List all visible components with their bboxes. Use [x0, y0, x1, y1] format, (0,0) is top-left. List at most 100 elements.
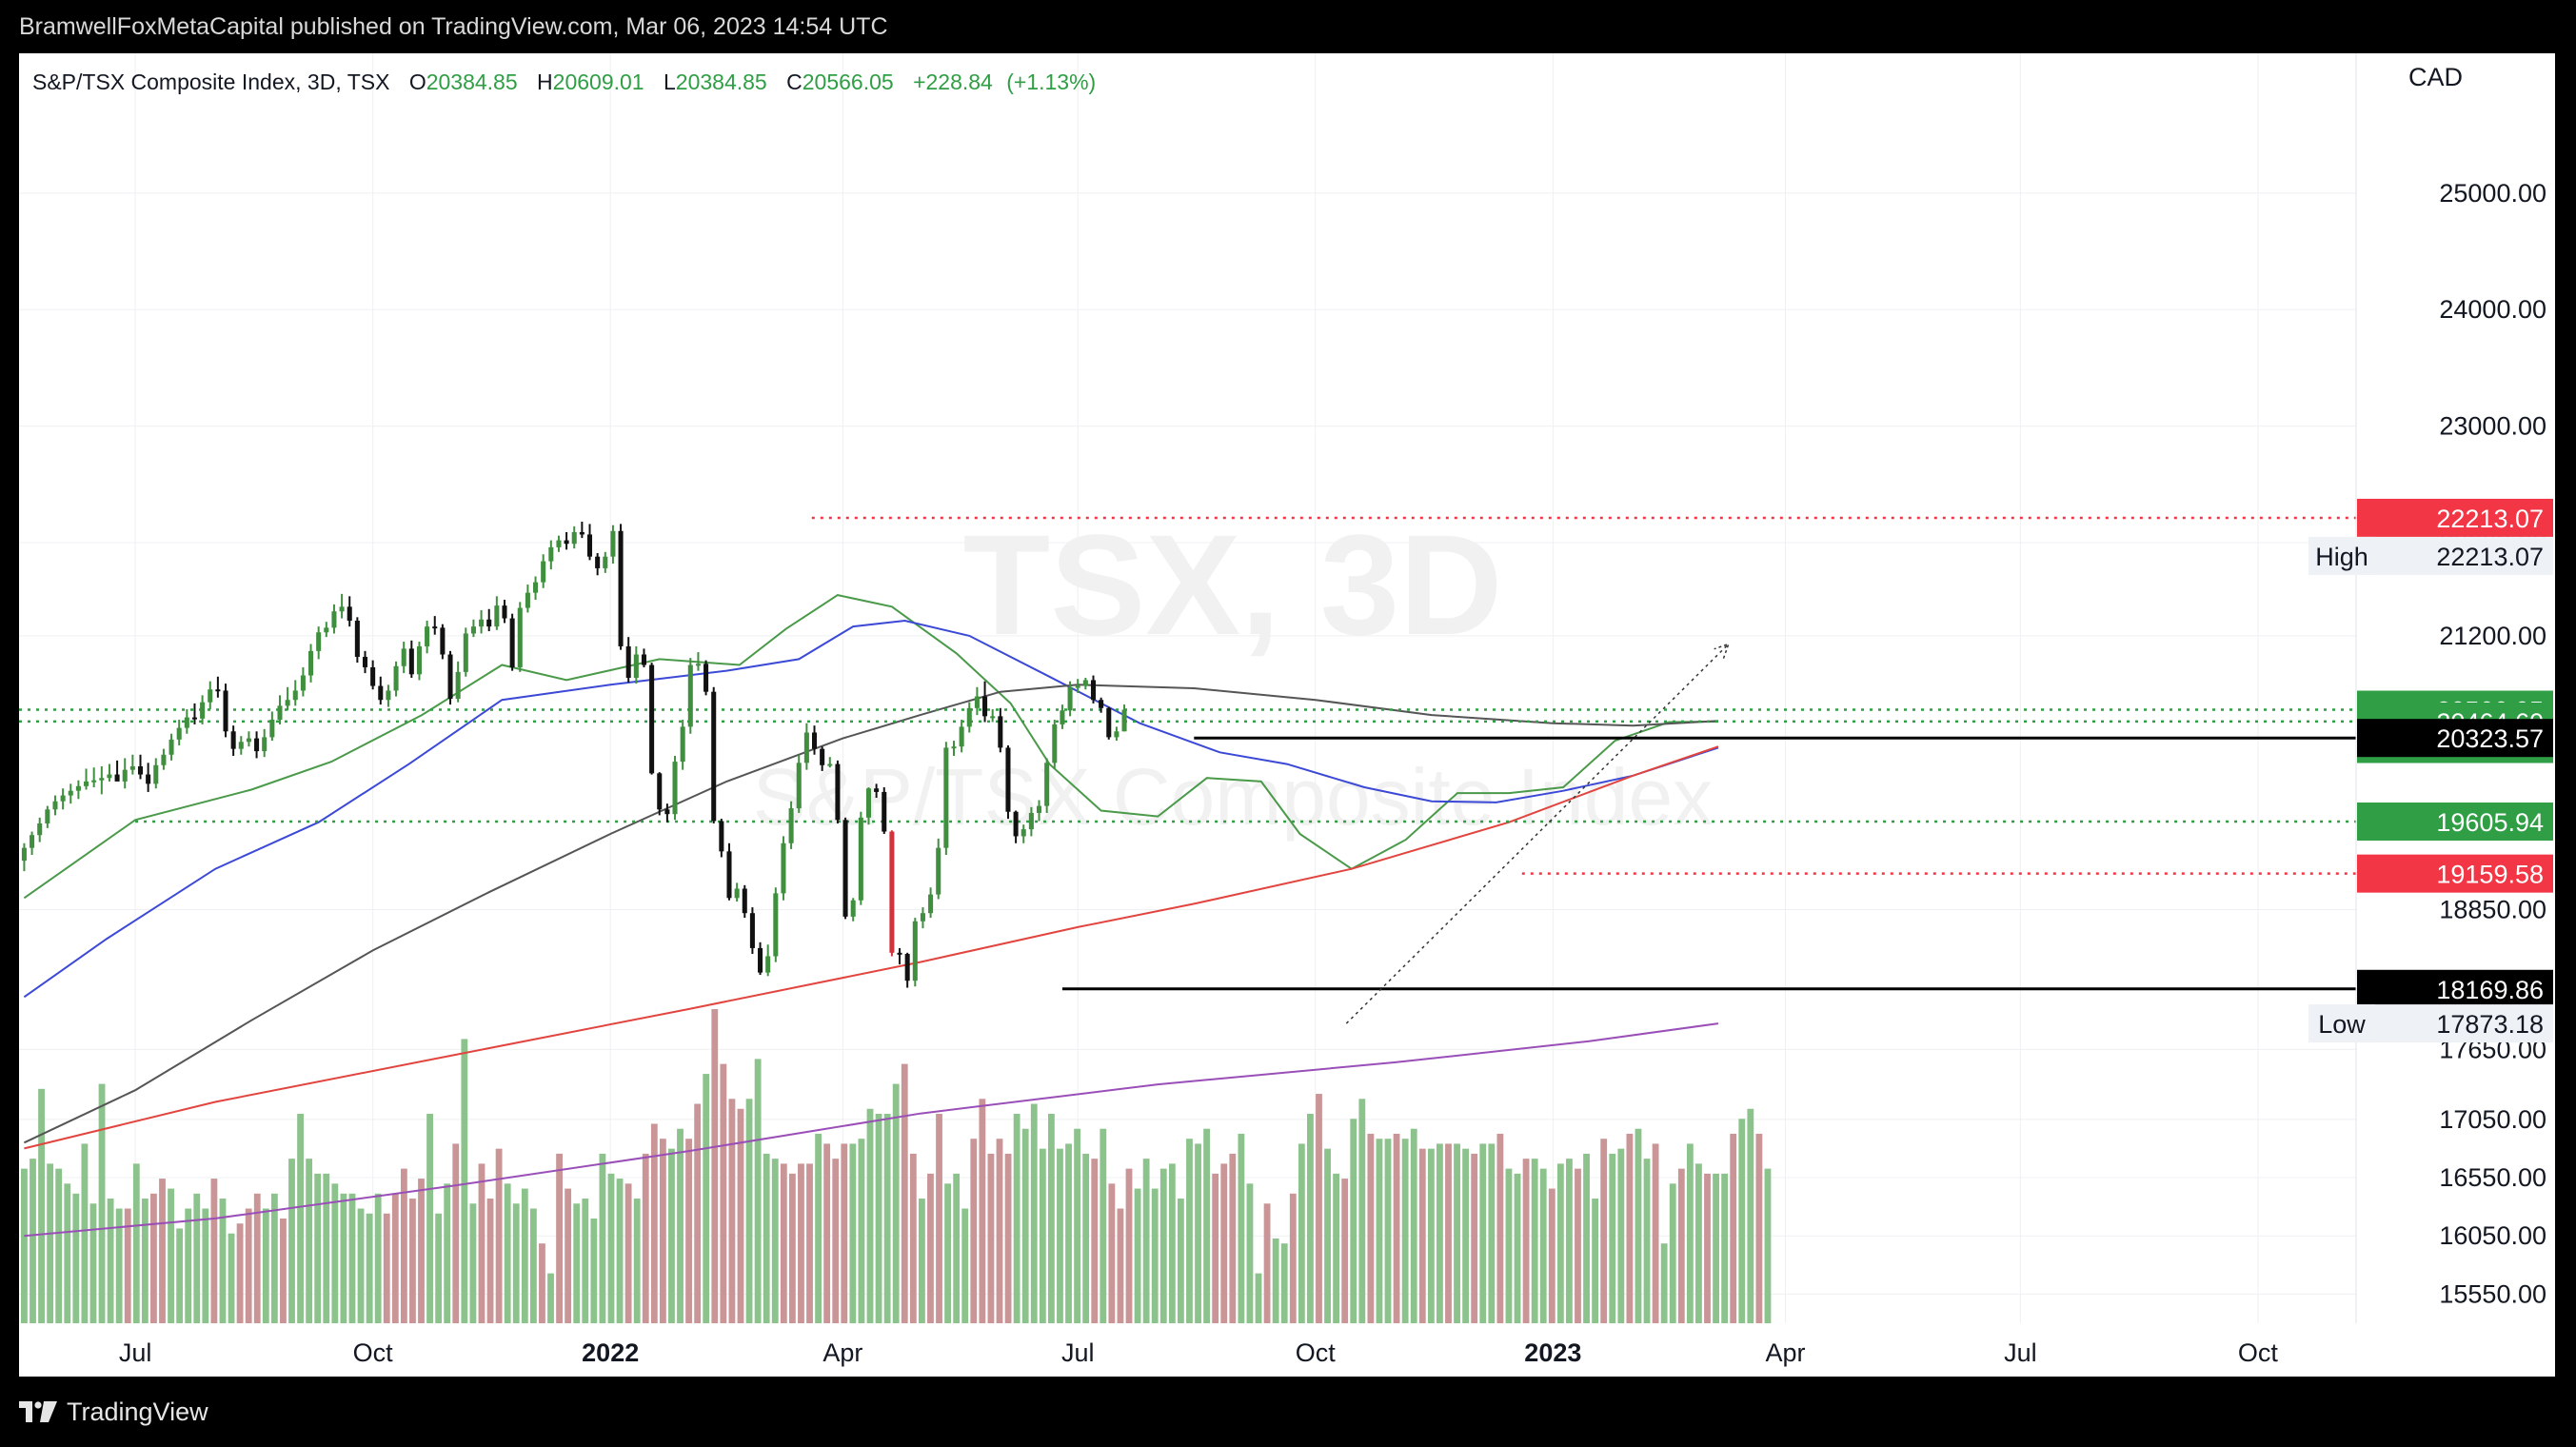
- candle-body: [827, 763, 833, 766]
- price-tag-low: Low: [2318, 1010, 2366, 1039]
- volume-bar: [297, 1114, 304, 1323]
- volume-bar: [452, 1143, 460, 1323]
- volume-bar: [132, 1163, 140, 1323]
- volume-bar: [1341, 1179, 1349, 1323]
- volume-bar: [435, 1213, 443, 1323]
- volume-bar: [314, 1173, 322, 1323]
- volume-bar: [1272, 1238, 1279, 1323]
- candle-body: [865, 788, 872, 818]
- candle-body: [897, 952, 902, 955]
- volume-bar: [1713, 1173, 1719, 1323]
- volume-bar: [927, 1173, 934, 1323]
- time-axis[interactable]: Jul Oct 2022 Apr Jul Oct 2023 Apr Jul Oct: [119, 1338, 2279, 1367]
- volume-bar: [1108, 1183, 1116, 1323]
- volume-bar: [1505, 1168, 1513, 1323]
- legend-low: 20384.85: [676, 69, 767, 94]
- volume-bar: [944, 1183, 952, 1323]
- candle-body: [966, 707, 972, 727]
- volume-bar: [616, 1179, 624, 1323]
- candle-body: [517, 607, 523, 667]
- volume-bar: [1030, 1103, 1038, 1323]
- volume-bar: [823, 1143, 831, 1323]
- tradingview-logo[interactable]: TradingView: [19, 1397, 208, 1427]
- volume-bar: [1721, 1173, 1729, 1323]
- volume-bar: [711, 1009, 719, 1323]
- volume-bar: [1418, 1148, 1426, 1323]
- volume-bar: [728, 1099, 736, 1323]
- candle-body: [1075, 685, 1080, 688]
- candle-body: [146, 774, 151, 784]
- footer-bar: TradingView: [0, 1377, 2576, 1447]
- volume-bar: [788, 1173, 796, 1323]
- volume-bar: [478, 1163, 485, 1323]
- volume-bar: [1195, 1143, 1201, 1323]
- volume-bar: [1600, 1139, 1608, 1323]
- volume-bar: [262, 1208, 269, 1323]
- volume-bar: [624, 1183, 632, 1323]
- volume-bar: [1021, 1128, 1029, 1323]
- volume-bar: [1643, 1159, 1651, 1323]
- candle-body: [912, 921, 918, 981]
- volume-bar: [1479, 1143, 1487, 1323]
- candle-body: [1067, 686, 1073, 711]
- candle-body: [579, 532, 585, 535]
- horizontal-levels[interactable]: [19, 516, 2356, 991]
- candle-body: [1099, 700, 1104, 708]
- candle-body: [548, 546, 554, 562]
- candle-body: [687, 664, 693, 727]
- volume-bar: [1220, 1163, 1228, 1323]
- volume-bar: [1350, 1119, 1357, 1323]
- legend[interactable]: S&P/TSX Composite Index, 3D, TSX O20384.…: [32, 69, 1096, 94]
- volume-bar: [1704, 1173, 1711, 1323]
- volume-bar: [323, 1173, 330, 1323]
- price-label-text: 17873.18: [2436, 1010, 2544, 1039]
- price-badge: [2357, 969, 2553, 1008]
- volume-bar: [970, 1139, 978, 1323]
- volume-bar: [219, 1199, 227, 1323]
- volume-bar: [1583, 1153, 1590, 1323]
- trendline-drawing[interactable]: [1345, 643, 1731, 1024]
- price-chart[interactable]: TSX, 3D S&P/TSX Composite Index 25000.00…: [19, 53, 2555, 1377]
- volume-bar: [1522, 1159, 1530, 1323]
- volume-bar: [1401, 1139, 1409, 1323]
- candle-body: [695, 664, 701, 666]
- candle-body: [796, 763, 802, 809]
- candle-body: [370, 666, 376, 686]
- candle-body: [129, 765, 135, 770]
- volume-bar: [590, 1219, 598, 1323]
- volume-bar: [1669, 1183, 1676, 1323]
- volume-bar: [55, 1168, 63, 1323]
- volume-bar: [1566, 1159, 1573, 1323]
- volume-bar: [280, 1219, 287, 1323]
- volume-bar: [996, 1139, 1003, 1323]
- candle-body: [292, 690, 298, 701]
- candle-body: [463, 633, 468, 672]
- candle-body: [1044, 763, 1050, 806]
- candle-body: [37, 823, 43, 836]
- candle-body: [60, 795, 66, 802]
- candle-body: [238, 742, 244, 749]
- volume-bar: [987, 1153, 995, 1323]
- trendline: [1345, 643, 1730, 1024]
- price-tick-label: 21200.00: [2439, 622, 2546, 650]
- volume-bar: [815, 1133, 822, 1323]
- volume-bar: [565, 1188, 572, 1323]
- volume-bar: [1376, 1139, 1383, 1323]
- volume-bar: [556, 1153, 563, 1323]
- chart-frame[interactable]: TSX, 3D S&P/TSX Composite Index 25000.00…: [19, 53, 2555, 1377]
- candle-body: [936, 847, 941, 895]
- volume-bar: [642, 1153, 649, 1323]
- volume-bar: [47, 1163, 54, 1323]
- price-label-text: 22213.07: [2436, 543, 2544, 571]
- candle-body: [285, 700, 290, 706]
- volume-bar: [909, 1153, 917, 1323]
- volume-bar: [659, 1139, 666, 1323]
- candle-body: [1013, 811, 1019, 837]
- ma-line-ema20: [23, 594, 1719, 900]
- volume-bar: [176, 1228, 184, 1323]
- time-tick-label: Apr: [822, 1338, 862, 1367]
- legend-symbol: S&P/TSX Composite Index: [32, 69, 296, 94]
- candle-body: [200, 702, 206, 719]
- svg-text:S&P/TSX Composite Index, 3D, T: S&P/TSX Composite Index, 3D, TSX O20384.…: [32, 69, 1096, 94]
